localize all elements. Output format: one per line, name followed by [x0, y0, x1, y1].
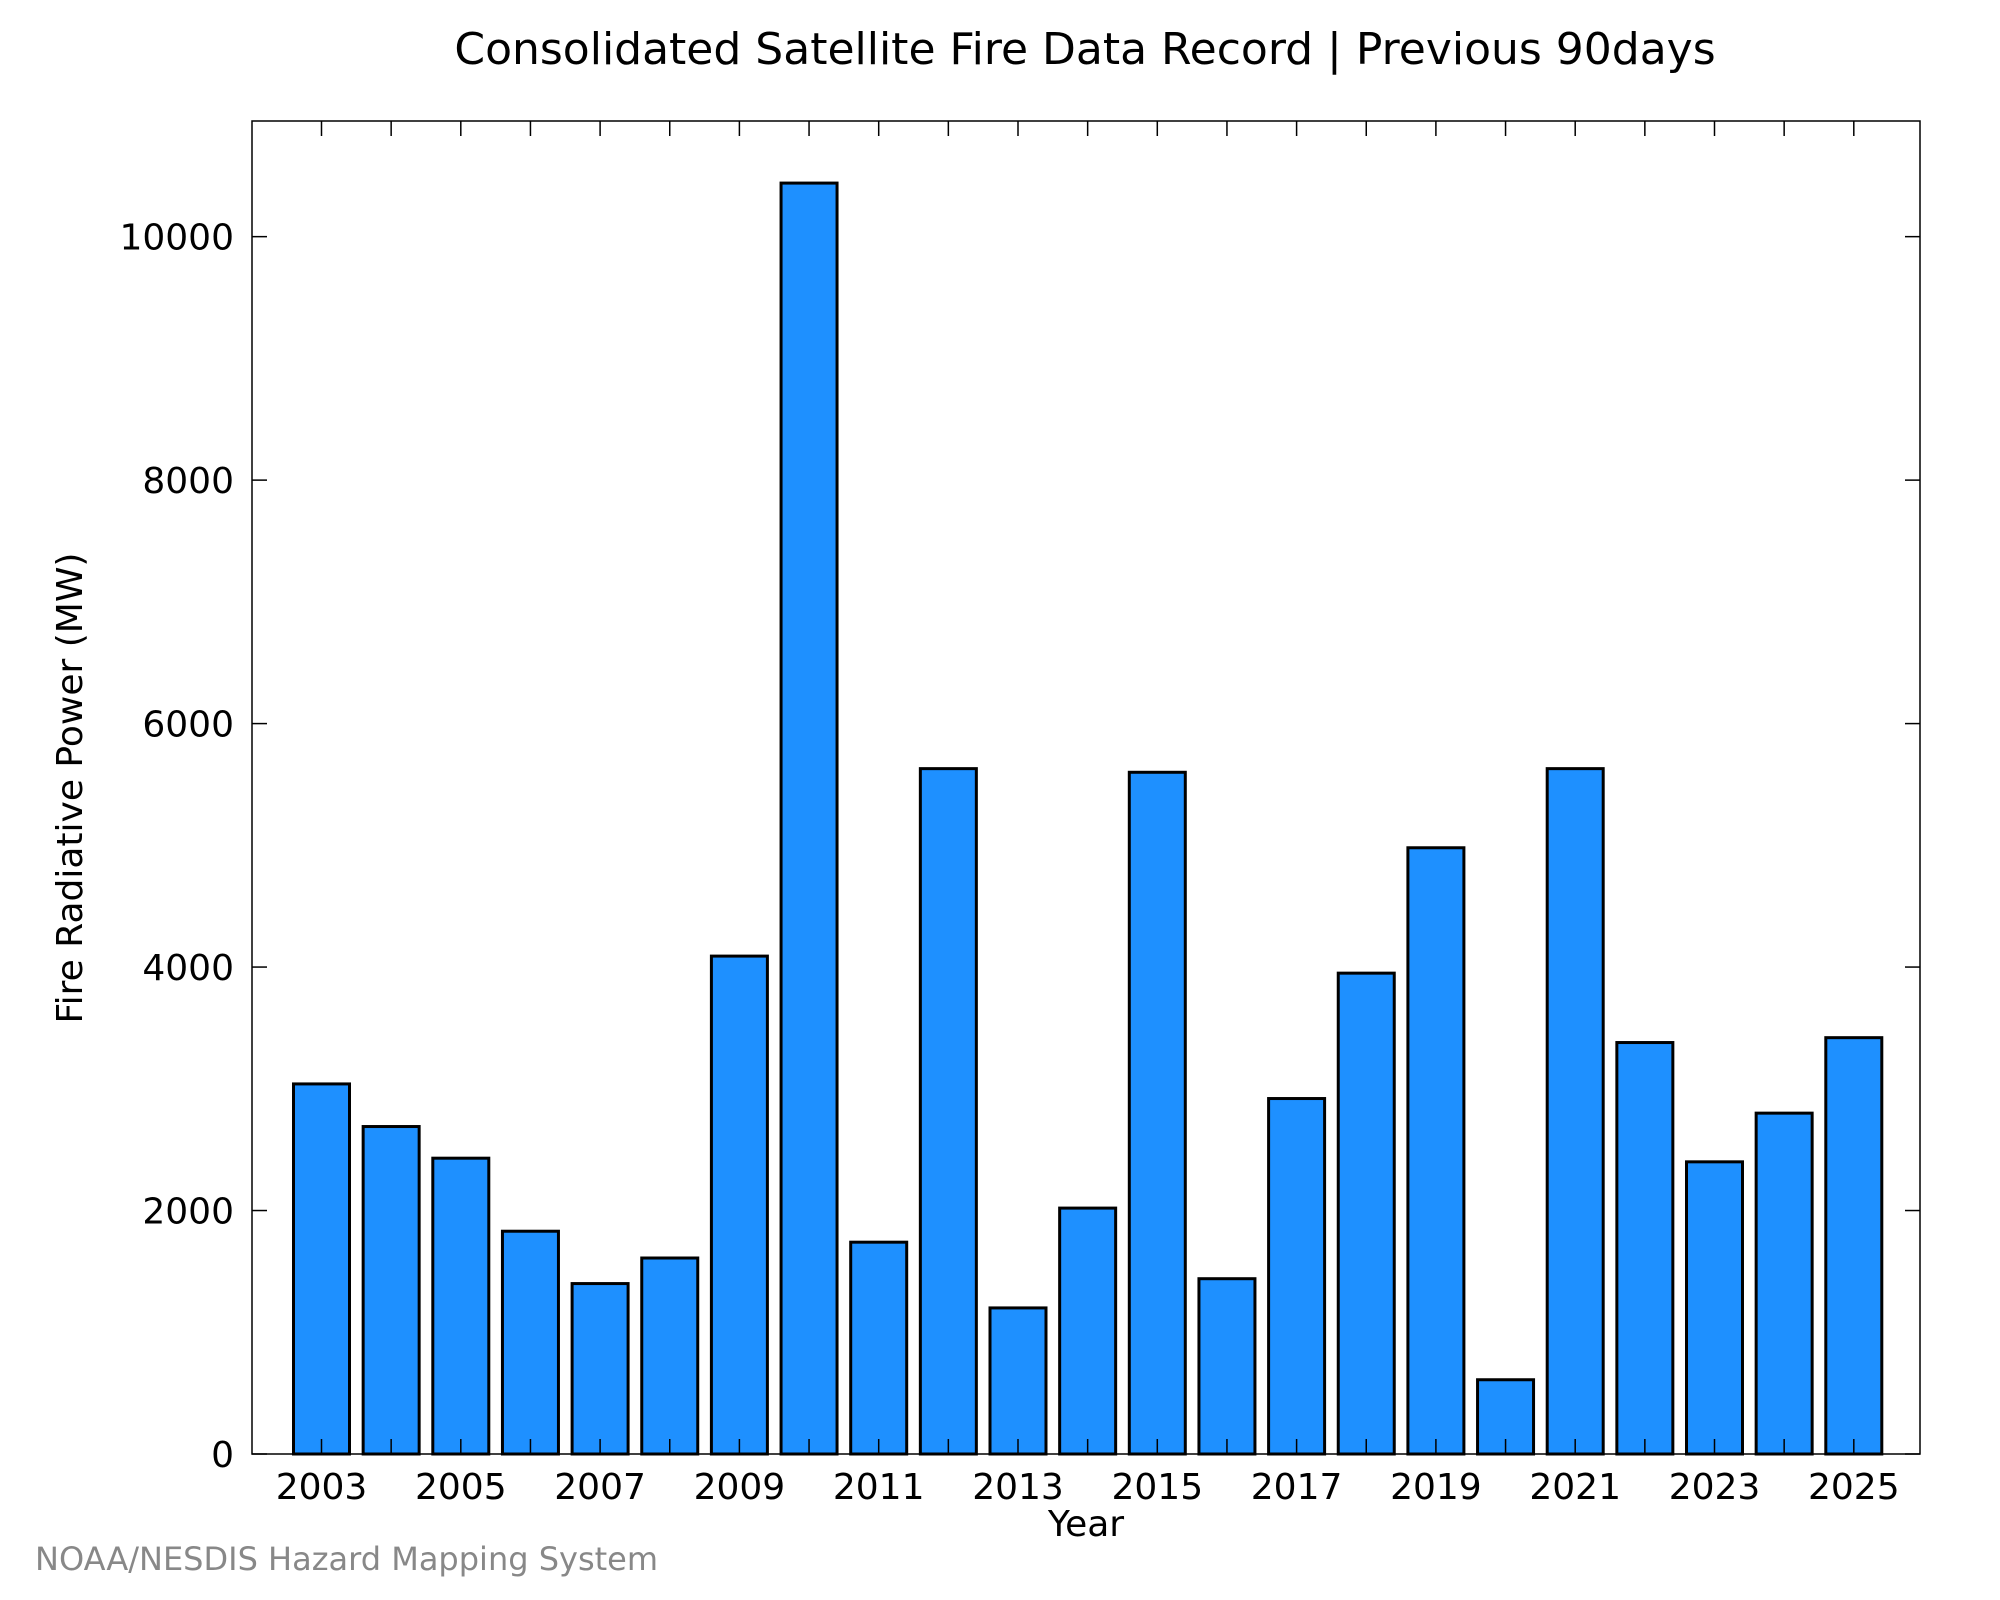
bar-2022 [1615, 1041, 1675, 1456]
bar-2025 [1824, 1036, 1884, 1456]
bar-2019 [1406, 846, 1466, 1456]
bar-2009 [709, 954, 769, 1456]
bar-2016 [1197, 1277, 1257, 1456]
y-tick-label: 8000 [142, 461, 234, 502]
x-tick-label: 2023 [1669, 1467, 1761, 1508]
x-tick-label: 2005 [415, 1467, 507, 1508]
y-axis-label: Fire Radiative Power (MW) [50, 553, 91, 1024]
bar-2006 [500, 1229, 560, 1456]
x-tick-label: 2025 [1808, 1467, 1900, 1508]
x-tick-label: 2003 [276, 1467, 368, 1508]
y-tick-label: 6000 [142, 705, 234, 746]
x-tick-label: 2007 [554, 1467, 646, 1508]
bar-2008 [640, 1256, 700, 1456]
x-tick-label: 2013 [972, 1467, 1064, 1508]
bar-2011 [849, 1240, 909, 1456]
bar-2023 [1685, 1160, 1744, 1456]
x-tick-label: 2017 [1251, 1467, 1343, 1508]
bar-2005 [431, 1156, 491, 1456]
bar-2007 [570, 1282, 630, 1456]
bar-2021 [1545, 767, 1605, 1456]
bar-2017 [1267, 1097, 1327, 1456]
x-tick-label: 2009 [694, 1467, 786, 1508]
bars-group [292, 181, 1884, 1456]
x-axis-label: Year [1047, 1504, 1124, 1545]
chart-title: Consolidated Satellite Fire Data Record … [454, 24, 1715, 75]
x-tick-label: 2011 [833, 1467, 925, 1508]
bar-2012 [918, 767, 978, 1456]
x-tick-label: 2015 [1111, 1467, 1203, 1508]
y-tick-label: 10000 [119, 218, 234, 259]
bar-2004 [361, 1125, 421, 1456]
bar-2024 [1754, 1111, 1814, 1456]
y-tick-label: 2000 [142, 1192, 234, 1233]
x-tick-label: 2021 [1529, 1467, 1621, 1508]
y-tick-label: 0 [211, 1435, 234, 1476]
y-tick-label: 4000 [142, 948, 234, 989]
credit-text: NOAA/NESDIS Hazard Mapping System [35, 1540, 659, 1578]
bar-2010 [779, 181, 839, 1456]
bar-2003 [292, 1082, 351, 1456]
y-axis-ticks: 0 2000 4000 6000 8000 10000 [119, 218, 1920, 1476]
bar-2014 [1058, 1206, 1118, 1456]
bar-2015 [1127, 770, 1187, 1456]
x-tick-label: 2019 [1390, 1467, 1482, 1508]
bar-2013 [988, 1306, 1048, 1456]
bar-2018 [1336, 971, 1396, 1456]
x-axis-ticks: 2003 2005 2007 2009 2011 2013 2015 2017 2019 2021… [276, 121, 1900, 1508]
